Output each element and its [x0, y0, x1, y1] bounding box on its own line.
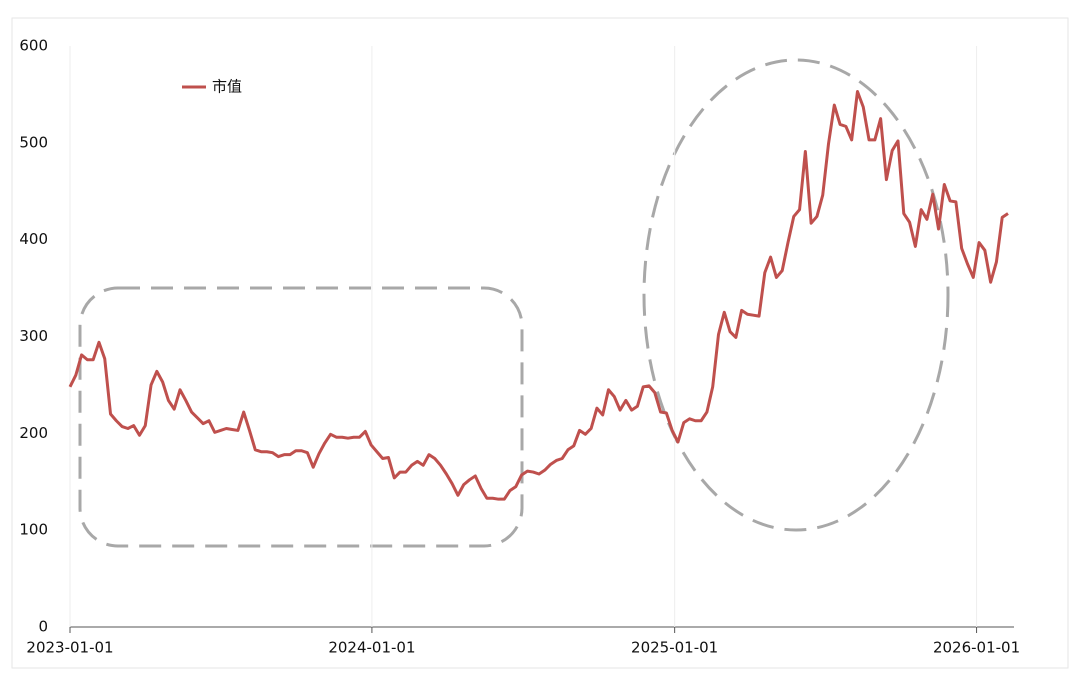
- y-tick-label: 500: [19, 133, 48, 151]
- x-tick-label: 2024-01-01: [328, 639, 415, 657]
- highlight-box: [78, 286, 524, 548]
- x-tick-label: 2025-01-01: [631, 639, 718, 657]
- highlight-ellipse: [642, 58, 950, 532]
- x-tick-label: 2023-01-01: [26, 639, 113, 657]
- y-tick-label: 0: [38, 618, 48, 636]
- legend-label: 市值: [212, 78, 242, 96]
- y-tick-label: 200: [19, 424, 48, 442]
- line-series: [68, 90, 1009, 501]
- y-tick-label: 600: [19, 37, 48, 55]
- x-tick-label: 2026-01-01: [933, 639, 1020, 657]
- y-tick-label: 100: [19, 521, 48, 539]
- y-tick-label: 400: [19, 230, 48, 248]
- y-tick-label: 300: [19, 327, 48, 345]
- frame: [11, 17, 1069, 669]
